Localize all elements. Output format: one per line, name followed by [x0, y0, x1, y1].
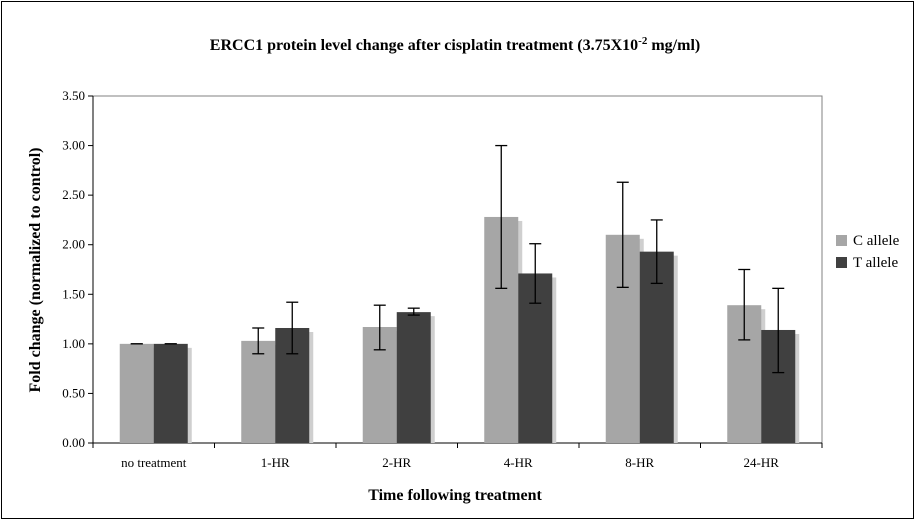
- y-tick-label: 2.50: [62, 187, 85, 202]
- plot-area: 0.00 0.50 1.00 1.50 2.00 2.50 3.00 3.50 no treat…: [62, 88, 823, 470]
- x-tick-label: no treatment: [121, 455, 187, 470]
- y-tick-label: 3.00: [62, 138, 85, 153]
- legend-label: C allele: [853, 233, 900, 249]
- x-tick-label: 2-HR: [382, 455, 411, 470]
- plot-border: [92, 95, 823, 444]
- chart-title-superscript: -2: [638, 35, 648, 47]
- y-tick-label: 0.00: [62, 435, 85, 450]
- bar-t-allele: [153, 343, 188, 443]
- x-tick-label: 1-HR: [261, 455, 290, 470]
- chart-title: ERCC1 protein level change after cisplat…: [210, 35, 700, 54]
- legend: C allele T allele: [836, 233, 900, 271]
- x-tick-label: 8-HR: [625, 455, 654, 470]
- y-axis-title: Fold change (normalized to control): [27, 147, 44, 392]
- x-tick-label: 4-HR: [504, 455, 533, 470]
- y-tick-label: 1.00: [62, 336, 85, 351]
- chart-title-suffix: mg/ml): [647, 37, 700, 54]
- legend-label: T allele: [853, 255, 898, 271]
- y-tick-label: 1.50: [62, 286, 85, 301]
- legend-swatch: [836, 257, 847, 268]
- bar-c-allele: [119, 343, 154, 443]
- bar-c-allele: [241, 340, 276, 443]
- x-axis-title: Time following treatment: [368, 487, 542, 504]
- y-tick-label: 2.00: [62, 237, 85, 252]
- y-tick-label: 0.50: [62, 385, 85, 400]
- x-tick-label: 24-HR: [744, 455, 780, 470]
- bar-t-allele: [396, 312, 431, 443]
- y-tick-label: 3.50: [62, 88, 85, 103]
- chart-title-main: ERCC1 protein level change after cisplat…: [210, 37, 638, 54]
- legend-swatch: [836, 235, 847, 246]
